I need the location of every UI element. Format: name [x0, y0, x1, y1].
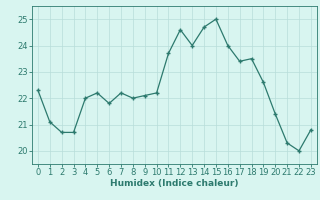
X-axis label: Humidex (Indice chaleur): Humidex (Indice chaleur) — [110, 179, 239, 188]
